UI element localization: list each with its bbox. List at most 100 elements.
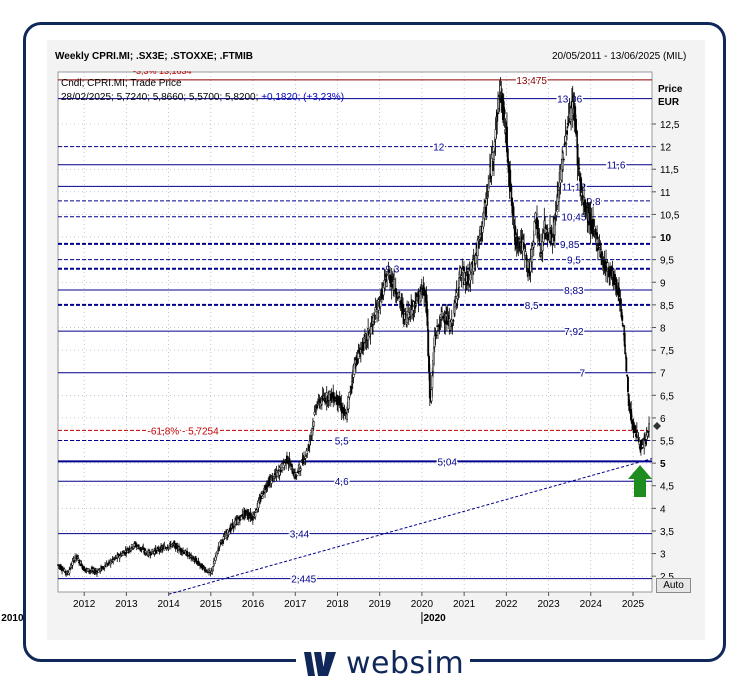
level-label: 11,6 bbox=[607, 161, 626, 172]
candle-body bbox=[373, 321, 376, 323]
candle-body bbox=[103, 567, 106, 569]
y-tick-label: 12,5 bbox=[660, 120, 680, 131]
candle-body bbox=[125, 552, 128, 554]
candle-body bbox=[555, 211, 558, 216]
level-label: 5,04 bbox=[438, 457, 458, 468]
candle-body bbox=[218, 546, 221, 548]
candle-body bbox=[238, 519, 241, 522]
candle-body bbox=[486, 197, 489, 199]
candle-body bbox=[565, 143, 568, 145]
candle-body bbox=[281, 467, 284, 471]
candle-body bbox=[191, 559, 194, 561]
y-tick-label: 4,5 bbox=[660, 482, 674, 493]
candle-body bbox=[634, 425, 637, 434]
candle-body bbox=[306, 453, 309, 455]
candle-body bbox=[512, 206, 515, 217]
level-label: 7 bbox=[580, 369, 586, 380]
candle-body bbox=[596, 232, 599, 240]
candle-body bbox=[625, 357, 628, 372]
candle-body bbox=[272, 475, 275, 478]
websim-logo[interactable]: websim bbox=[296, 646, 471, 681]
y-tick-label: 5 bbox=[660, 459, 666, 470]
level-label: 4,6 bbox=[335, 477, 349, 488]
auto-scale-button[interactable]: Auto bbox=[656, 578, 691, 593]
candle-body bbox=[121, 553, 124, 556]
candle-body bbox=[71, 561, 74, 566]
plot-area bbox=[57, 71, 653, 593]
y-tick-label: 10 bbox=[660, 233, 672, 244]
y-tick-label: 6 bbox=[660, 414, 666, 425]
x-tick-label: 2025 bbox=[622, 599, 645, 610]
candle-body bbox=[156, 548, 158, 551]
candle-body bbox=[575, 118, 577, 134]
candle-body bbox=[635, 429, 638, 433]
candle-body bbox=[458, 277, 461, 289]
candle-body bbox=[581, 195, 584, 199]
candle-body bbox=[532, 241, 535, 248]
candle-body bbox=[606, 262, 609, 272]
candle-body bbox=[621, 315, 624, 321]
candle-body bbox=[435, 334, 438, 337]
candle-body bbox=[523, 243, 525, 247]
y-tick-label: 11,5 bbox=[660, 165, 679, 176]
candle-body bbox=[431, 375, 434, 389]
candle-body bbox=[261, 495, 264, 499]
price-axis-title: Price bbox=[658, 84, 683, 95]
candle-body bbox=[386, 275, 389, 281]
candle-body bbox=[488, 178, 491, 188]
candle-body bbox=[509, 169, 512, 191]
candle-body bbox=[626, 374, 629, 377]
x-tick-label: 2013 bbox=[115, 599, 138, 610]
level-label: 3,44 bbox=[290, 530, 310, 541]
candle-body bbox=[533, 221, 536, 236]
candle-body bbox=[346, 413, 348, 420]
candle-body bbox=[193, 560, 196, 562]
y-tick-label: 10,5 bbox=[660, 210, 680, 221]
y-tick-label: 5,5 bbox=[660, 437, 674, 448]
candle-body bbox=[564, 135, 567, 143]
candle-body bbox=[295, 474, 298, 477]
decade-label: 2010 bbox=[1, 613, 24, 624]
date-range: 20/05/2011 - 13/06/2025 (MIL) bbox=[552, 51, 687, 62]
currency-label: EUR bbox=[658, 97, 680, 108]
candle-body bbox=[219, 541, 222, 543]
y-tick-label: 7 bbox=[660, 369, 666, 380]
candle-body bbox=[578, 167, 581, 170]
x-tick-label: 2024 bbox=[580, 599, 603, 610]
candle-body bbox=[428, 372, 431, 399]
candle-body bbox=[112, 559, 115, 562]
candle-body bbox=[285, 455, 288, 462]
y-tick-label: 8 bbox=[660, 323, 666, 334]
x-tick-label: 2023 bbox=[537, 599, 560, 610]
y-tick-label: 4 bbox=[660, 504, 666, 515]
level-label: 13,475 bbox=[516, 76, 547, 87]
candle-body bbox=[493, 151, 495, 160]
y-tick-label: 3 bbox=[660, 550, 666, 561]
level-label: 9,85 bbox=[560, 240, 580, 251]
candle-body bbox=[460, 275, 463, 278]
candle-body bbox=[544, 225, 547, 229]
x-tick-label: 2015 bbox=[200, 599, 223, 610]
candle-body bbox=[553, 219, 556, 236]
candle-body bbox=[254, 512, 257, 518]
candle-body bbox=[623, 332, 626, 347]
clipped-label: -3,3% 13,1634 bbox=[133, 71, 192, 76]
level-label: 8,5 bbox=[525, 301, 539, 312]
candle-body bbox=[426, 308, 429, 326]
change-values: +0,1820; (+3,23%) bbox=[261, 92, 345, 103]
x-tick-label: 2020 bbox=[411, 599, 434, 610]
x-tick-label: 2021 bbox=[453, 599, 476, 610]
x-tick-label: 2016 bbox=[242, 599, 265, 610]
candle-body bbox=[130, 544, 133, 548]
x-tick-label: 2019 bbox=[369, 599, 392, 610]
level-label: 13,06 bbox=[557, 95, 582, 106]
candle-body bbox=[525, 254, 528, 261]
brand-name: websim bbox=[346, 646, 465, 681]
candle-body bbox=[638, 441, 641, 445]
x-tick-label: 2022 bbox=[495, 599, 518, 610]
y-tick-label: 11 bbox=[660, 188, 671, 199]
candle-body bbox=[212, 566, 215, 571]
candle-body bbox=[452, 320, 455, 322]
y-tick-label: 7,5 bbox=[660, 346, 674, 357]
